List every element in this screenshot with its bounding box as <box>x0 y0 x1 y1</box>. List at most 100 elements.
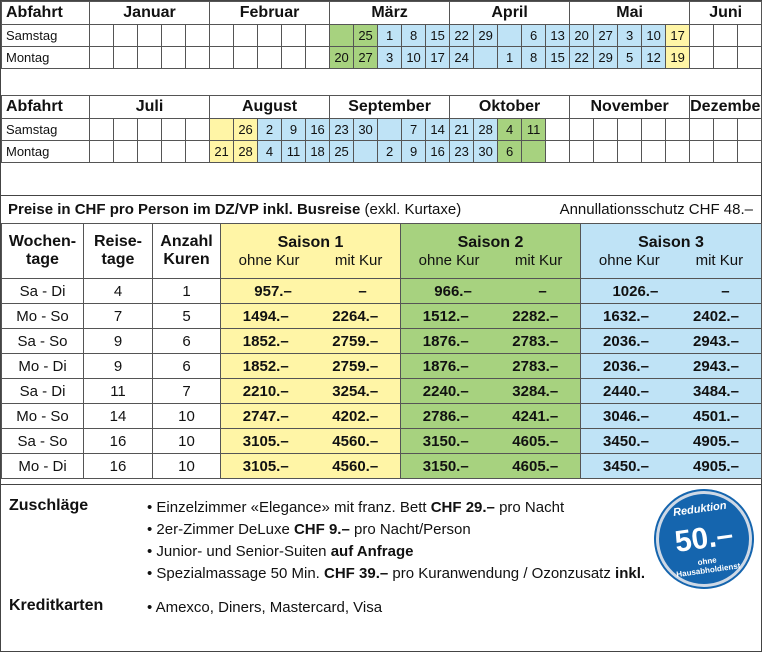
season-price-cell: 2747.– 4202.– <box>220 403 401 429</box>
weekday-row: Samstag 25 1 8 15 22 29 6 13 20 27 3 10 17 <box>1 24 762 47</box>
date-cell <box>281 24 307 47</box>
cures-cell: 6 <box>152 328 221 354</box>
price-row: Mo - So 14 10 2747.– 4202.– 2786.– 4241.– 3046.… <box>1 403 762 429</box>
date-cell <box>737 46 762 69</box>
date-cell <box>713 140 739 163</box>
price-with-cure: – <box>358 282 367 300</box>
cards-item: • Amexco, Diners, Mastercard, Visa <box>147 599 383 616</box>
date-cell: 10 <box>641 24 667 47</box>
season-price-cell: 1852.– 2759.– <box>220 353 401 379</box>
weekdays-cell: Mo - Di <box>1 353 84 379</box>
date-cell <box>89 118 114 141</box>
price-with-cure: 4605.– <box>512 457 559 475</box>
date-cell <box>713 118 739 141</box>
price-with-cure: 3254.– <box>332 382 379 400</box>
date-cell: 11 <box>521 118 547 141</box>
price-without-cure: 1632.– <box>603 307 649 325</box>
weekdays-cell: Sa - Di <box>1 278 84 304</box>
date-cell: 20 <box>329 46 355 69</box>
season-price-cell: 1632.– 2402.– <box>580 303 762 329</box>
cures-cell: 6 <box>152 353 221 379</box>
date-cell <box>257 24 283 47</box>
cures-cell: 10 <box>152 403 221 429</box>
date-cell <box>89 140 114 163</box>
price-without-cure: 1876.– <box>422 357 469 375</box>
price-with-cure: 2264.– <box>332 307 379 325</box>
date-cell <box>617 140 643 163</box>
date-cell: 29 <box>593 46 619 69</box>
price-without-cure: 2240.– <box>422 382 469 400</box>
month-header-row: Abfahrt Juli August September Oktober Novembe… <box>1 95 762 119</box>
depart-label: Abfahrt <box>1 1 90 25</box>
date-cell <box>161 46 186 69</box>
price-with-cure: 2282.– <box>512 307 559 325</box>
price-title-row: Preise in CHF pro Person im DZ/VP inkl. … <box>1 195 761 224</box>
price-without-cure: 3046.– <box>603 407 649 425</box>
weekdays-header: Wochen-tage <box>1 223 84 279</box>
price-with-cure: 4905.– <box>693 432 739 450</box>
price-without-cure: 1852.– <box>242 357 289 375</box>
month-label: September <box>329 95 451 119</box>
price-without-cure: 957.– <box>254 282 292 300</box>
season-price-cell: 1494.– 2264.– <box>220 303 401 329</box>
date-cell <box>233 24 259 47</box>
month-label: April <box>449 1 571 25</box>
season-price-cell: 1852.– 2759.– <box>220 328 401 354</box>
season-price-cell: 2210.– 3254.– <box>220 378 401 404</box>
cures-header: Anzahl Kuren <box>152 223 221 279</box>
date-cell: 21 <box>449 118 475 141</box>
price-with-cure: 2783.– <box>512 332 559 350</box>
days-cell: 9 <box>83 328 153 354</box>
date-cell <box>113 140 138 163</box>
cures-cell: 10 <box>152 428 221 454</box>
date-cell <box>689 118 715 141</box>
price-without-cure: 3450.– <box>603 457 649 475</box>
price-without-cure: 3105.– <box>242 432 289 450</box>
price-without-cure: 3450.– <box>603 432 649 450</box>
date-cell: 28 <box>233 140 259 163</box>
date-cell: 1 <box>377 24 403 47</box>
weekdays-cell: Sa - Di <box>1 378 84 404</box>
date-cell <box>569 140 595 163</box>
date-cell <box>593 118 619 141</box>
season-price-cell: 2440.– 3484.– <box>580 378 762 404</box>
month-label: Oktober <box>449 95 571 119</box>
price-without-cure: 1852.– <box>242 332 289 350</box>
weekday-label: Montag <box>1 46 90 69</box>
date-cell <box>209 24 235 47</box>
date-cell <box>545 118 571 141</box>
date-cell: 5 <box>617 46 643 69</box>
date-cell <box>209 46 235 69</box>
date-cell: 24 <box>449 46 475 69</box>
days-cell: 7 <box>83 303 153 329</box>
date-cell <box>281 46 307 69</box>
price-without-cure: 1026.– <box>612 282 659 300</box>
season-price-cell: 2786.– 4241.– <box>400 403 581 429</box>
price-with-cure: 2759.– <box>332 357 379 375</box>
date-cell <box>161 24 186 47</box>
season-price-cell: 1876.– 2783.– <box>400 328 581 354</box>
price-with-cure: 4905.– <box>693 457 739 475</box>
date-cell <box>113 46 138 69</box>
date-cell: 1 <box>497 46 523 69</box>
date-cell <box>305 46 331 69</box>
date-cell <box>617 118 643 141</box>
date-cell <box>689 24 715 47</box>
price-row: Sa - Di 4 1 957.– – 966.– – 1026.– – <box>1 278 762 304</box>
date-cell: 18 <box>305 140 331 163</box>
season-price-cell: 1512.– 2282.– <box>400 303 581 329</box>
date-cell: 23 <box>329 118 355 141</box>
price-with-cure: 4241.– <box>512 407 559 425</box>
weekdays-cell: Sa - So <box>1 328 84 354</box>
weekday-label: Samstag <box>1 118 90 141</box>
date-cell: 2 <box>257 118 283 141</box>
date-cell <box>641 118 667 141</box>
price-with-cure: 2783.– <box>512 357 559 375</box>
month-label: Mai <box>569 1 691 25</box>
date-cell: 26 <box>233 118 259 141</box>
price-with-cure: 3484.– <box>693 382 739 400</box>
month-label: August <box>209 95 331 119</box>
days-header: Reise-tage <box>83 223 153 279</box>
date-cell: 9 <box>281 118 307 141</box>
date-cell <box>89 24 114 47</box>
